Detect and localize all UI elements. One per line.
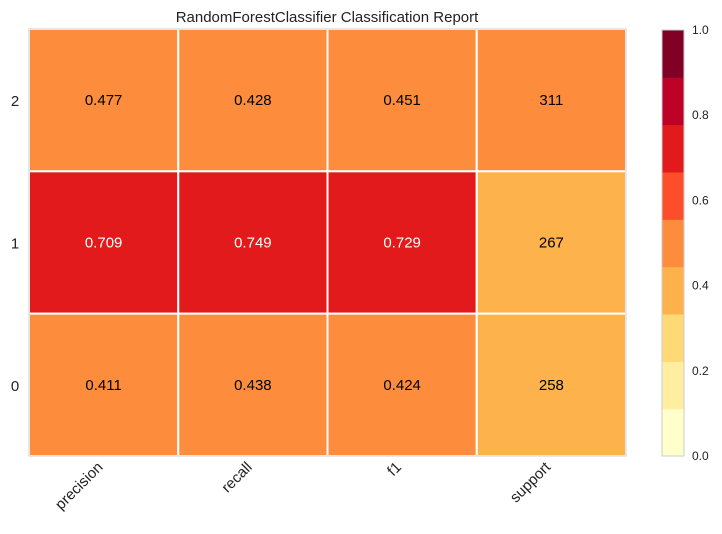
column-tick-label: recall [218, 459, 255, 496]
colorbar-tick-label: 0.4 [692, 279, 709, 293]
colorbar-segment [662, 314, 684, 362]
column-tick-label: support [507, 458, 555, 506]
cell-value-label: 258 [539, 377, 564, 394]
cell-value-label: 0.424 [383, 377, 421, 394]
colorbar-segment [662, 124, 684, 173]
colorbar-segment [662, 361, 684, 410]
cell-value-label: 0.477 [85, 92, 123, 109]
cell-value-label: 0.729 [383, 235, 421, 252]
colorbar-tick-label: 0.0 [692, 449, 709, 463]
colorbar-segment [662, 30, 684, 78]
colorbar-segment [662, 408, 684, 457]
heatmap-cell [177, 170, 329, 315]
colorbar-tick-label: 0.2 [692, 364, 709, 378]
row-tick-label: 1 [11, 236, 19, 253]
heatmap-cell [28, 28, 180, 173]
colorbar-tick-label: 0.6 [692, 193, 709, 207]
column-tick-label: f1 [384, 459, 405, 480]
colorbar-segment [662, 172, 684, 220]
heatmap-cell [475, 28, 627, 173]
heatmap-cell [475, 170, 627, 315]
row-labels: 2 1 0 [11, 93, 19, 395]
heatmap-cells: 0.477 0.428 0.451 311 0.709 0.749 0.729 267 0.41… [28, 28, 627, 457]
plot-border [28, 28, 627, 457]
colorbar: 0.0 0.2 0.4 0.6 0.8 1.0 [661, 23, 709, 463]
cell-value-label: 0.428 [234, 92, 272, 109]
column-labels: precision recall f1 support [52, 458, 555, 513]
cell-value-label: 0.438 [234, 377, 272, 394]
heatmap-cell [475, 312, 627, 457]
heatmap-cell [28, 170, 180, 315]
row-tick-label: 2 [11, 93, 19, 110]
colorbar-tick-label: 0.8 [692, 108, 709, 122]
cell-value-label: 0.709 [85, 235, 123, 252]
heatmap-cell [177, 28, 329, 173]
cell-value-label: 0.749 [234, 235, 272, 252]
row-tick-label: 0 [11, 378, 19, 395]
colorbar-segment [662, 77, 684, 126]
cell-value-label: 267 [539, 235, 564, 252]
cell-value-label: 311 [539, 92, 563, 109]
colorbar-segment [662, 266, 684, 315]
colorbar-border [661, 29, 685, 457]
colorbar-segment [662, 219, 684, 268]
chart-title: RandomForestClassifier Classification Re… [176, 9, 479, 26]
cell-value-label: 0.451 [383, 92, 421, 109]
heatmap-cell [177, 312, 329, 457]
column-tick-label: precision [52, 459, 106, 513]
cell-value-label: 0.411 [85, 377, 121, 394]
colorbar-tick-label: 1.0 [692, 23, 709, 37]
